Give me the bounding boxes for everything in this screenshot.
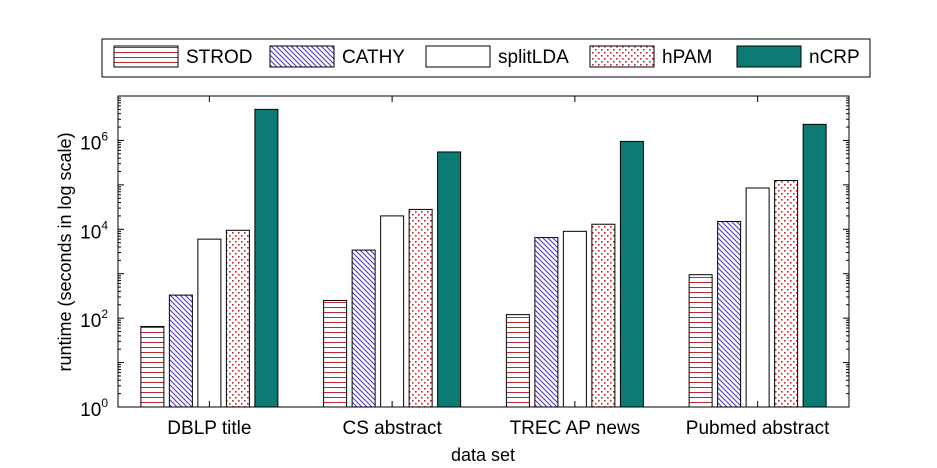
y-tick-label: 100 [80, 396, 108, 421]
bar-hpam-4 [774, 180, 799, 408]
legend-label-hpam: hPAM [662, 47, 712, 68]
bar-ncrp-1 [254, 108, 279, 408]
bar-strod-2 [323, 299, 348, 408]
legend-swatch-cathy [269, 45, 335, 68]
y-tick-label: 104 [80, 218, 108, 243]
legend-swatch-strod [113, 45, 179, 68]
bar-cathy-1 [168, 294, 193, 408]
bar-strod-1 [140, 325, 165, 408]
legend-label-ncrp: nCRP [809, 47, 860, 68]
y-axis-label: runtime (seconds in log scale) [55, 132, 75, 371]
legend-swatch-splitlda [425, 45, 491, 68]
bar-splitlda-2 [380, 215, 405, 408]
bar-splitlda-3 [562, 230, 587, 408]
bar-ncrp-3 [619, 140, 644, 408]
legend-swatch-ncrp [736, 45, 802, 68]
bar-strod-4 [688, 274, 713, 408]
bar-ncrp-2 [437, 151, 462, 408]
bar-splitlda-4 [745, 187, 770, 408]
y-tick-label: 106 [80, 129, 108, 154]
bar-hpam-1 [225, 229, 250, 408]
bar-strod-3 [505, 314, 530, 408]
x-axis-label: data set [451, 445, 515, 465]
x-tick-label: Pubmed abstract [686, 418, 830, 439]
bar-cathy-3 [534, 237, 559, 408]
bar-cathy-2 [351, 249, 376, 408]
legend-label-splitlda: splitLDA [498, 47, 569, 68]
bar-hpam-3 [591, 223, 616, 408]
legend-label-cathy: CATHY [342, 47, 405, 68]
legend: STROD CATHY splitLDA hPAM nCRP [101, 38, 871, 78]
bar-cathy-4 [717, 220, 742, 408]
x-tick-label: TREC AP news [510, 418, 641, 439]
plot-border [117, 95, 850, 408]
bar-ncrp-4 [802, 123, 827, 408]
bar-splitlda-1 [197, 238, 222, 408]
x-tick-label: DBLP title [167, 418, 251, 439]
x-tick-label: CS abstract [342, 418, 442, 439]
y-tick-label: 102 [80, 307, 108, 332]
legend-swatch-hpam [589, 45, 655, 68]
bar-hpam-2 [408, 208, 433, 408]
legend-label-strod: STROD [186, 47, 253, 68]
